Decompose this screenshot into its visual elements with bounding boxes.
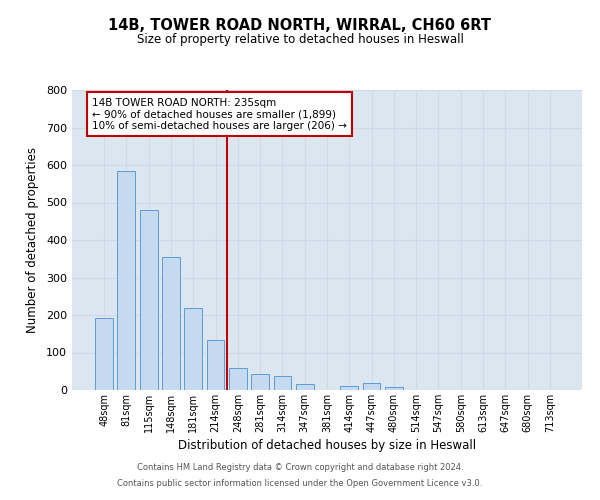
Text: Size of property relative to detached houses in Heswall: Size of property relative to detached ho… [137, 32, 463, 46]
Y-axis label: Number of detached properties: Number of detached properties [26, 147, 39, 333]
Bar [95, 318, 113, 390]
Bar [362, 383, 380, 390]
Bar [162, 257, 180, 390]
X-axis label: Distribution of detached houses by size in Heswall: Distribution of detached houses by size … [178, 439, 476, 452]
Text: 14B, TOWER ROAD NORTH, WIRRAL, CH60 6RT: 14B, TOWER ROAD NORTH, WIRRAL, CH60 6RT [109, 18, 491, 32]
Bar [385, 388, 403, 390]
Bar [184, 308, 202, 390]
Bar [340, 386, 358, 390]
Text: Contains HM Land Registry data © Crown copyright and database right 2024.: Contains HM Land Registry data © Crown c… [137, 464, 463, 472]
Bar [140, 210, 158, 390]
Bar [118, 170, 136, 390]
Bar [206, 340, 224, 390]
Text: 14B TOWER ROAD NORTH: 235sqm
← 90% of detached houses are smaller (1,899)
10% of: 14B TOWER ROAD NORTH: 235sqm ← 90% of de… [92, 98, 347, 130]
Bar [274, 376, 292, 390]
Bar [251, 374, 269, 390]
Bar [229, 368, 247, 390]
Text: Contains public sector information licensed under the Open Government Licence v3: Contains public sector information licen… [118, 478, 482, 488]
Bar [296, 384, 314, 390]
